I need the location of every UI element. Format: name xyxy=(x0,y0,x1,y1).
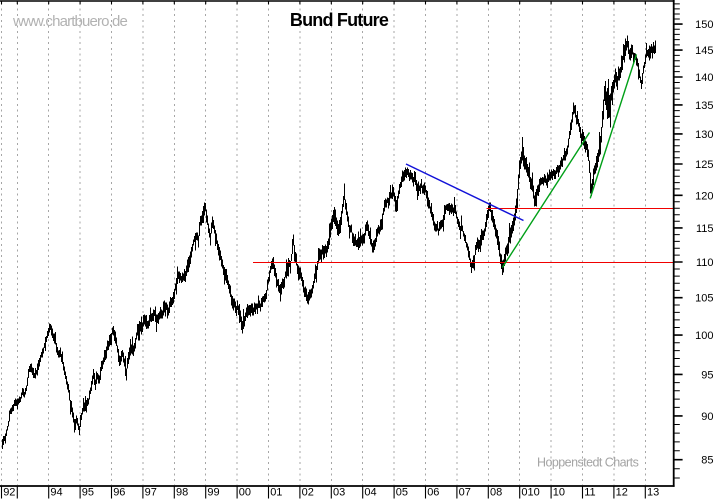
svg-text:00: 00 xyxy=(239,487,251,499)
svg-text:01: 01 xyxy=(270,487,282,499)
svg-text:145: 145 xyxy=(695,45,713,57)
svg-text:150: 150 xyxy=(695,19,713,31)
svg-text:010: 010 xyxy=(521,487,539,499)
svg-text:140: 140 xyxy=(695,72,713,84)
svg-text:Hoppenstedt Charts: Hoppenstedt Charts xyxy=(537,456,639,470)
svg-text:10: 10 xyxy=(553,487,565,499)
svg-text:98: 98 xyxy=(176,487,188,499)
svg-text:120: 120 xyxy=(695,190,713,202)
svg-text:110: 110 xyxy=(696,257,714,269)
svg-text:135: 135 xyxy=(695,100,713,112)
svg-text:13: 13 xyxy=(647,487,659,499)
svg-text:97: 97 xyxy=(145,487,157,499)
svg-text:85: 85 xyxy=(701,455,713,467)
svg-text:95: 95 xyxy=(701,369,713,381)
svg-text:92: 92 xyxy=(3,487,15,499)
svg-text:99: 99 xyxy=(207,487,219,499)
svg-text:07: 07 xyxy=(459,487,471,499)
svg-text:90: 90 xyxy=(701,411,713,423)
svg-text:115: 115 xyxy=(696,223,714,235)
svg-text:05: 05 xyxy=(396,487,408,499)
svg-text:94: 94 xyxy=(50,487,62,499)
svg-text:100: 100 xyxy=(695,330,713,342)
svg-text:08: 08 xyxy=(490,487,502,499)
svg-text:02: 02 xyxy=(302,487,314,499)
svg-text:95: 95 xyxy=(82,487,94,499)
svg-text:125: 125 xyxy=(695,159,713,171)
svg-text:06: 06 xyxy=(427,487,439,499)
svg-text:04: 04 xyxy=(364,487,376,499)
svg-text:130: 130 xyxy=(695,129,713,141)
svg-text:11: 11 xyxy=(584,487,595,499)
svg-text:12: 12 xyxy=(616,487,628,499)
svg-text:03: 03 xyxy=(333,487,345,499)
svg-text:www.chartbuero.de: www.chartbuero.de xyxy=(12,13,127,30)
svg-text:105: 105 xyxy=(695,293,713,305)
svg-text:96: 96 xyxy=(113,487,125,499)
svg-text:Bund Future: Bund Future xyxy=(290,10,389,30)
